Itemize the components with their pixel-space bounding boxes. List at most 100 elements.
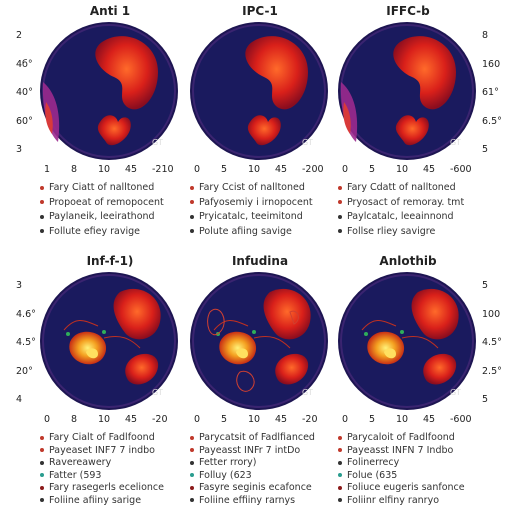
legend-dot [190,460,194,465]
panel-title: Inf-f-1) [86,254,134,268]
legend-text: Pryicatalc, teeimitond [199,211,303,222]
legend-item: Foliine afiiny sarige [40,495,141,506]
legend-item: Fary rasegerls ecelionce [40,482,164,493]
legend-dot [190,185,194,190]
legend-dot [40,448,44,452]
scan-image [190,272,328,410]
legend-item: Paylcatalc, leeainnond [338,211,454,222]
bottom-tick-label: 10 [248,414,261,425]
legend-text: Polute afiing savige [199,225,292,237]
bottom-tick-label: 8 [71,164,78,175]
bottom-tick-label: 5 [221,414,228,425]
legend-dot [190,473,194,477]
side-tick-label: 4.6° [16,308,36,320]
legend-dot [338,229,342,233]
legend-text: Parycatsit of Fadlfianced [199,432,315,443]
bottom-tick-label: 10 [396,164,409,175]
side-tick-label: 5 [482,394,489,405]
legend-dot [40,485,44,490]
legend-item: Follse rliey savigre [338,226,435,237]
bottom-tick-label: 10 [248,164,261,175]
legend-text: Paylaneik, leeirathond [49,211,155,222]
bottom-tick-label: 10 [98,414,111,425]
image-label: GT [450,388,461,397]
legend-text: Folluy (623 [199,469,252,481]
image-label: GT [302,138,313,147]
legend-item: Fary Cialt of Fadlfoond [40,432,155,443]
legend-dot [190,214,194,219]
legend-text: Pryosact of remoray. tmt [347,196,465,208]
bottom-tick-label: 0 [44,414,51,425]
legend-text: Fary Cdatt of nalltoned [347,182,456,193]
side-tick-label: 2.5° [482,365,502,377]
bottom-tick-label: 0 [194,414,201,425]
bottom-tick-label: 0 [342,414,349,425]
bottom-tick-label: 45 [125,164,138,175]
legend-text: Fary Ciatt of nalltoned [49,182,155,193]
legend-dot [190,229,194,233]
side-tick-label: 3 [16,144,23,155]
legend-item: Fary Cdatt of nalltoned [338,182,456,193]
legend-text: Fetter rrory) [199,457,257,468]
scan-image [190,22,328,160]
legend-text: Paylcatalc, leeainnond [347,211,454,222]
panel-title: Anti 1 [89,4,131,18]
side-tick-label: 5 [482,280,489,291]
image-label: GT [152,388,163,397]
legend-dot [190,448,194,452]
legend-text: Fary rasegerls ecelionce [49,482,164,493]
bottom-tick-label: -200 [302,164,324,175]
bottom-tick-label: 0 [342,164,349,175]
legend-text: Fary Cialt of Fadlfoond [49,432,155,443]
legend-text: Follse rliey savigre [347,225,436,237]
bottom-tick-label: 5 [369,164,376,175]
side-tick-label: 61° [482,87,499,98]
legend-dot [190,485,194,490]
bottom-tick-label: 45 [423,164,436,175]
bottom-tick-label: 0 [194,164,201,175]
side-tick-label: 4.5° [482,337,502,348]
legend-text: Foliine afiiny sarige [49,494,142,506]
legend-dot [190,200,194,204]
legend-text: Payeaset INF7 7 indbo [49,444,155,456]
legend-text: Parycaloit of Fadlfoond [347,432,455,443]
legend-dot [338,200,342,204]
legend-item: Polute afiing savige [190,226,292,237]
legend-item: Payeasst INFN 7 Indbo [338,445,453,456]
side-tick-label: 4 [16,394,23,405]
side-tick-label: 8 [482,30,489,41]
legend-text: Fatter (593 [49,469,102,481]
legend-text: Folue (635 [347,469,398,481]
legend-dot [190,435,194,440]
bottom-tick-label: -600 [450,164,472,175]
legend-dot [190,498,194,502]
bottom-tick-label: 10 [98,164,111,175]
side-tick-label: 20° [16,365,33,377]
legend-dot [338,473,342,477]
bottom-tick-label: -20 [152,414,168,425]
side-tick-label: 100 [482,308,501,320]
legend-item: Folue (635 [338,470,397,481]
legend-dot [40,498,44,502]
image-label: GT [152,138,163,147]
panel-title: Anlothib [379,254,437,268]
side-tick-label: 160 [482,58,501,70]
legend-dot [40,473,44,477]
legend-item: Ravereawery [40,457,111,468]
panel-title: Infudina [231,254,289,268]
legend-dot [40,214,44,219]
side-tick-label: 4б° [16,58,33,70]
bottom-tick-label: -20 [302,414,318,425]
side-tick-label: 3 [16,280,23,291]
side-tick-label: 40° [16,87,33,98]
legend-dot [338,448,342,452]
scan-image [338,22,476,160]
legend-item: Payeaset INF7 7 indbo [40,445,155,456]
legend-text: Ravereawery [49,457,112,468]
side-tick-label: 2 [16,30,23,41]
legend-item: Fary Ccist of nalltoned [190,182,305,193]
legend-dot [40,460,44,465]
bottom-tick-label: 5 [369,414,376,425]
bottom-tick-label: 45 [125,414,138,425]
